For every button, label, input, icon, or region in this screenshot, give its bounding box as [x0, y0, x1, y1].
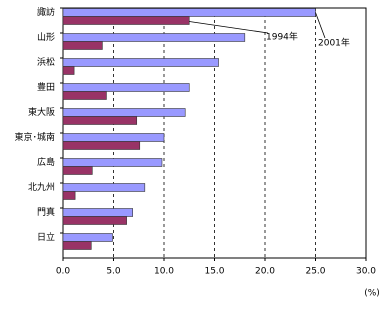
- x-tick-label: 5.0: [106, 267, 121, 277]
- bar: [62, 83, 190, 92]
- bar: [62, 66, 75, 75]
- y-tick-label: 門真: [37, 206, 55, 218]
- bar: [62, 208, 133, 217]
- bar: [62, 216, 127, 225]
- y-tick-label: 山形: [37, 31, 55, 43]
- y-tick-label: 浜松: [37, 56, 55, 68]
- y-tick-label: 東大阪: [28, 106, 55, 118]
- legend-label: 2001年: [318, 37, 350, 49]
- bar: [62, 33, 246, 42]
- bar: [62, 133, 165, 142]
- x-tick-label: 30.0: [356, 267, 376, 277]
- x-tick-label: 15.0: [204, 267, 224, 277]
- x-tick-label: 0.0: [56, 267, 71, 277]
- y-tick-label: 日立: [37, 231, 55, 243]
- bar: [62, 41, 103, 50]
- bar: [62, 91, 107, 100]
- bar: [62, 191, 76, 200]
- y-tick-label: 広島: [37, 156, 55, 168]
- x-tick-label: 10.0: [154, 267, 174, 277]
- bar: [62, 58, 219, 67]
- bar: [62, 166, 93, 175]
- bar: [62, 158, 163, 167]
- y-tick-label: 諏訪: [37, 6, 55, 18]
- y-tick-label: 豊田: [37, 81, 55, 93]
- bar: [62, 183, 146, 192]
- leader-line: [315, 12, 326, 39]
- bar: [62, 233, 113, 242]
- x-tick-label: 25.0: [305, 267, 325, 277]
- bar: [62, 16, 190, 25]
- bar: [62, 116, 138, 125]
- bar: [62, 241, 92, 250]
- x-tick-label: 20.0: [255, 267, 275, 277]
- bar: [62, 8, 316, 17]
- x-unit: (%): [364, 289, 380, 299]
- legend-label: 1994年: [266, 31, 298, 43]
- leader-line: [189, 21, 269, 34]
- y-tick-label: 北九州: [28, 182, 55, 193]
- y-tick-label: 東京･城南: [14, 131, 55, 143]
- bar: [62, 141, 141, 150]
- bar: [62, 108, 186, 117]
